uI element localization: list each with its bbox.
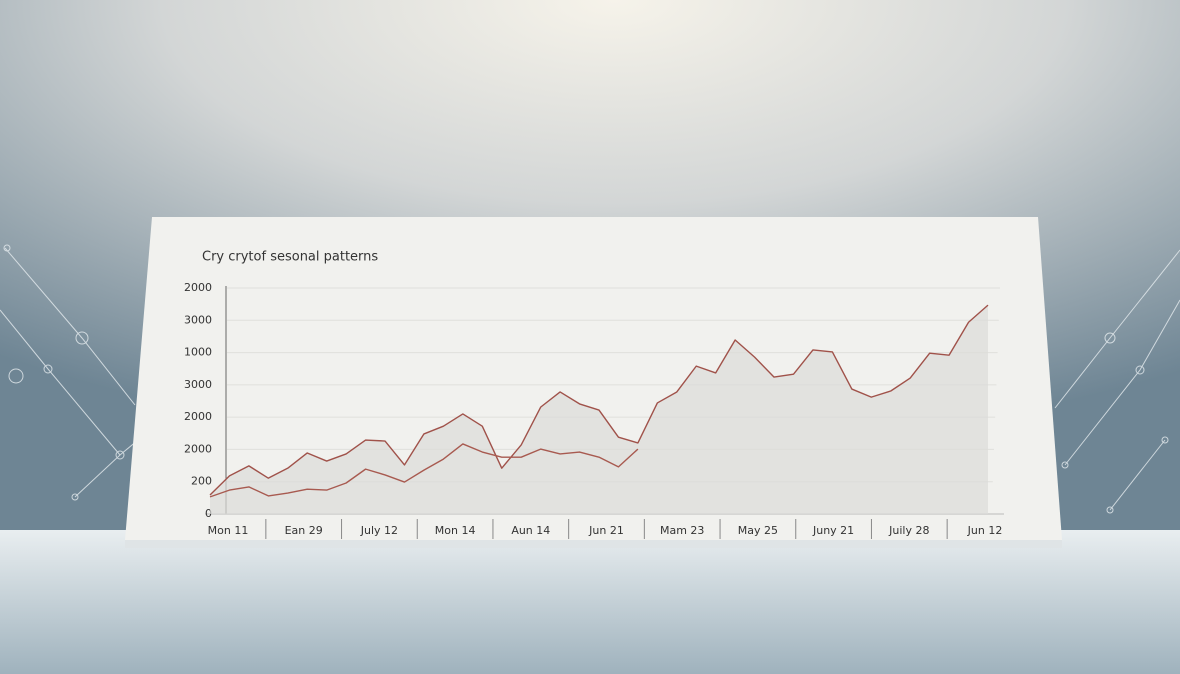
x-tick-label: Aun 14 [511,524,550,537]
x-tick-label: May 25 [738,524,778,537]
floor [0,530,1180,674]
decor-left [0,244,151,501]
y-tick-label: 3000 [184,313,212,326]
y-tick-label: 2000 [184,410,212,423]
card-shadow [125,540,1062,548]
x-tick-label: Jun 21 [588,524,624,537]
area [210,305,988,514]
x-tick-label: Mon 11 [208,524,249,537]
decor-right [1054,249,1180,514]
x-tick-label: Juily 28 [888,524,929,537]
line [209,304,989,496]
y-tick-label: 3000 [184,378,212,391]
x-tick-label: Mon 14 [435,524,476,537]
chart-title: Cry crytof sesonal patterns [202,250,378,265]
y-tick-label: 1000 [184,346,212,359]
y-tick-label: 2000 [184,442,212,455]
x-tick-label: Juny 21 [812,524,854,537]
x-tick-label: July 12 [360,524,398,537]
x-tick-label: Jun 12 [967,524,1003,537]
y-tick-label: 200 [191,475,212,488]
line [209,443,639,498]
y-tick-label: 2000 [184,281,212,294]
y-tick-label: 0 [205,507,212,520]
x-tick-label: Ean 29 [285,524,323,537]
x-tick-label: Mam 23 [660,524,704,537]
